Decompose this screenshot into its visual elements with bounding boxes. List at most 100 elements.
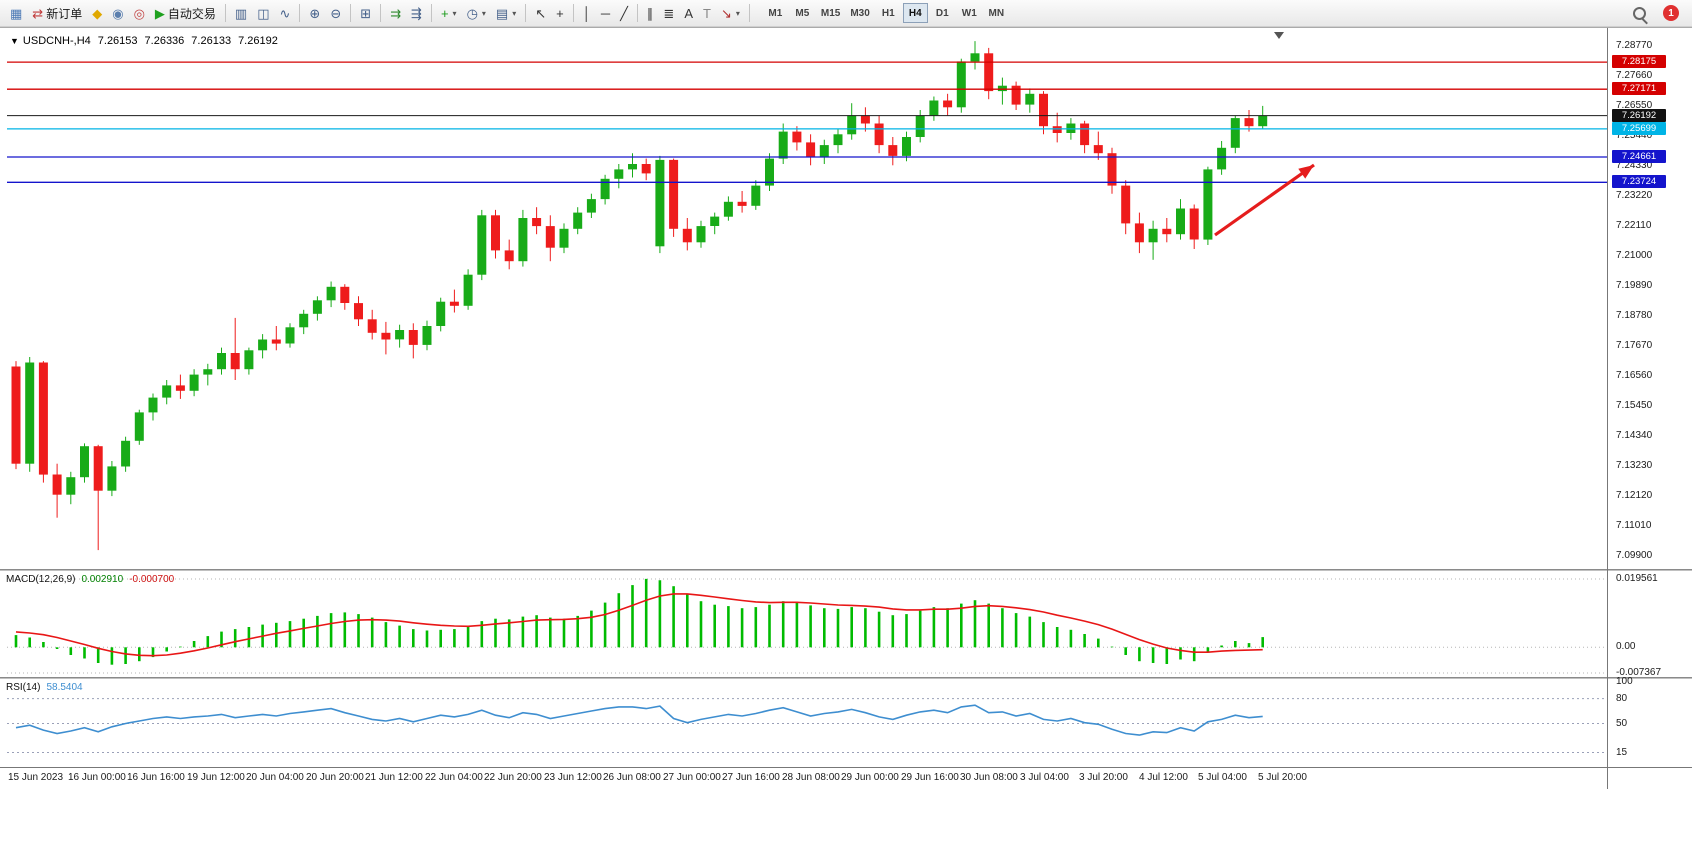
chevron-down-icon[interactable]: ▾	[481, 8, 486, 18]
auto-scroll-button[interactable]: ⇉	[386, 2, 405, 24]
candle-body	[902, 137, 911, 156]
deposit-icon-button[interactable]: ◆	[88, 2, 106, 24]
channel-button[interactable]: ∥	[643, 2, 658, 24]
new-chart-button[interactable]: ▦	[6, 2, 26, 24]
panel-separator[interactable]	[0, 569, 1692, 571]
price-tick: 7.26550	[1616, 100, 1653, 111]
periods-button[interactable]: ◷ ▾	[463, 2, 490, 24]
tile-windows-button[interactable]: ⊞	[356, 2, 375, 24]
candle-body	[600, 178, 610, 200]
price-tick: 7.15450	[1616, 400, 1653, 411]
candle-body	[1121, 185, 1131, 224]
candle-body	[449, 301, 459, 306]
chevron-down-icon[interactable]: ▾	[735, 8, 740, 18]
candle-body	[710, 216, 720, 226]
timeframe-d1-button[interactable]: D1	[930, 3, 955, 23]
candle-body	[1011, 85, 1021, 105]
text-label-button[interactable]: T	[699, 2, 715, 24]
price-tick: 7.14340	[1616, 430, 1653, 441]
timeframe-w1-button[interactable]: W1	[957, 3, 982, 23]
candle-body	[175, 385, 185, 391]
candlestick-chart[interactable]	[7, 29, 1607, 569]
text-label-icon: T	[702, 5, 711, 21]
crosshair-button[interactable]: +	[552, 2, 568, 24]
toolbar-separator	[572, 4, 574, 22]
candle-body	[929, 100, 939, 116]
account-icon-button[interactable]: ◉	[108, 2, 127, 24]
timeframe-m1-button[interactable]: M1	[763, 3, 788, 23]
candle-body	[737, 201, 747, 206]
candle-body	[367, 319, 377, 333]
candle-body	[970, 53, 980, 62]
time-label: 4 Jul 12:00	[1139, 772, 1188, 783]
candle-body	[1230, 118, 1240, 148]
new-order-button[interactable]: ⇄ 新订单	[28, 2, 86, 24]
price-tick: 7.13230	[1616, 460, 1653, 471]
trend-arrow-annotation[interactable]	[1214, 160, 1317, 237]
candle-body	[230, 353, 240, 370]
timeframe-m5-button[interactable]: M5	[790, 3, 815, 23]
macd-name: MACD(12,26,9)	[6, 574, 76, 585]
bar-chart-button[interactable]: ▥	[231, 2, 251, 24]
candle-body	[628, 164, 637, 170]
candle-body	[121, 440, 131, 467]
toolbar-separator	[525, 4, 527, 22]
macd-axis: 0.019561 0.00 -0.007367	[1610, 571, 1692, 678]
chevron-down-icon[interactable]: ▾	[512, 8, 517, 18]
time-label: 28 Jun 08:00	[782, 772, 840, 783]
panel-separator[interactable]	[0, 677, 1692, 679]
autotrading-button[interactable]: ▶ 自动交易	[151, 2, 220, 24]
arrows-button[interactable]: ↘ ▾	[717, 2, 744, 24]
text-button[interactable]: A	[680, 2, 697, 24]
candle-body	[806, 142, 816, 158]
rsi-axis-tick: 15	[1616, 747, 1628, 758]
support-icon-icon: ◎	[133, 5, 145, 21]
candle-body	[573, 212, 583, 229]
macd-axis-tick: 0.019561	[1616, 573, 1658, 584]
candle-body	[778, 131, 788, 159]
zoom-in-icon: ⊕	[309, 5, 321, 21]
support-icon-button[interactable]: ◎	[130, 2, 149, 24]
fibonacci-button[interactable]: ≣	[659, 2, 678, 24]
arrows-icon: ↘	[720, 5, 732, 21]
indicators-button[interactable]: + ▾	[437, 2, 461, 24]
chart-shift-button[interactable]: ⇶	[407, 2, 426, 24]
candle-body	[641, 164, 651, 174]
candlestick-chart-button[interactable]: ◫	[253, 2, 273, 24]
candle-body	[422, 326, 432, 345]
trendline-button[interactable]: ╱	[616, 2, 632, 24]
line-chart-button[interactable]: ∿	[276, 2, 295, 24]
notification-badge[interactable]: 1	[1663, 5, 1679, 21]
support-line-blue-2-price-tag: 7.23724	[1612, 175, 1666, 188]
timeframe-m15-button[interactable]: M15	[817, 3, 844, 23]
candle-body	[888, 145, 898, 156]
zoom-out-button[interactable]: ⊖	[326, 2, 345, 24]
open-quote: 7.26153	[97, 35, 138, 47]
crosshair-icon: +	[556, 5, 564, 21]
candle-body	[52, 474, 62, 495]
autotrading-icon: ▶	[154, 5, 165, 21]
macd-chart[interactable]	[7, 571, 1607, 677]
one-click-trading-arrow[interactable]: ▼	[10, 36, 19, 46]
price-tick: 7.23220	[1616, 190, 1653, 201]
zoom-in-button[interactable]: ⊕	[305, 2, 324, 24]
timeframe-h1-button[interactable]: H1	[876, 3, 901, 23]
search-button[interactable]	[1629, 2, 1650, 24]
horizontal-line-button[interactable]: ─	[597, 2, 614, 24]
candle-body	[1025, 93, 1035, 105]
vertical-line-button[interactable]: │	[579, 2, 595, 24]
timeframe-toolbar: M1 M5 M15 M30 H1 H4 D1 W1 MN	[762, 3, 1010, 23]
price-axis[interactable]: 7.28770 7.27660 7.26550 7.25440 7.24330 7.232…	[1610, 29, 1692, 569]
time-label: 27 Jun 16:00	[722, 772, 780, 783]
templates-button[interactable]: ▤ ▾	[492, 2, 520, 24]
time-axis[interactable]: 15 Jun 2023 16 Jun 00:00 16 Jun 16:00 19 Ju…	[0, 767, 1692, 792]
timeframe-mn-button[interactable]: MN	[984, 3, 1009, 23]
chart-shift-marker[interactable]	[1274, 32, 1284, 39]
timeframe-m30-button[interactable]: M30	[846, 3, 873, 23]
toolbar-buttons: ▦ ⇄ 新订单 ◆ ◉ ◎ ▶ 自动交易 ▥ ◫ ∿ ⊕ ⊖ ⊞ ⇉ ⇶ + ▾ ◷ ▾ ▤ ▾ ↖ + │ ─ ╱ ∥ ≣ A T ↘ ▾	[5, 2, 745, 24]
timeframe-h4-button[interactable]: H4	[902, 3, 928, 23]
chevron-down-icon[interactable]: ▾	[452, 8, 457, 18]
rsi-chart[interactable]	[7, 679, 1607, 767]
candle-body	[1162, 228, 1172, 235]
cursor-button[interactable]: ↖	[531, 2, 550, 24]
